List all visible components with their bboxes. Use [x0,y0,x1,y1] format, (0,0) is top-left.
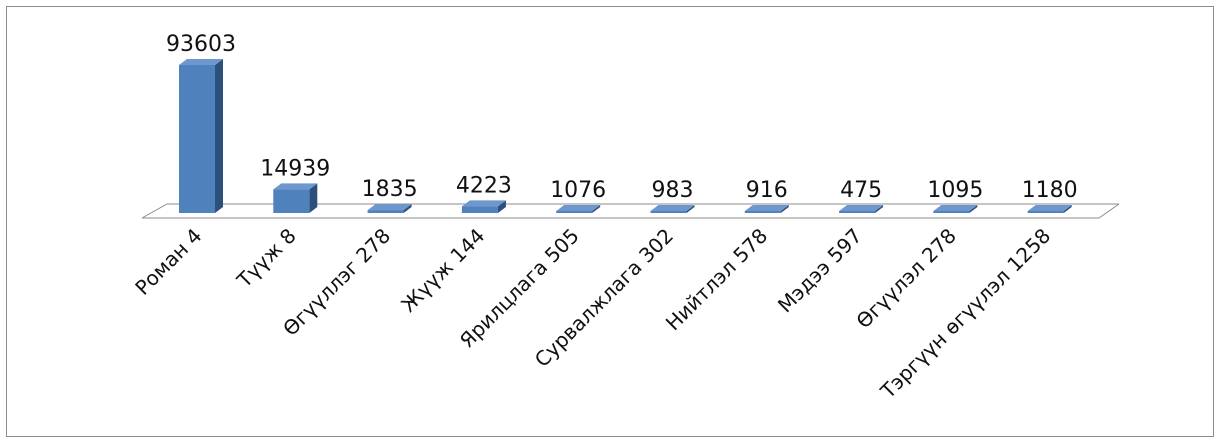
bar-front [1028,211,1064,213]
data-label: 1076 [550,178,606,203]
bar [745,205,789,213]
category-label: Роман 4 [130,224,206,300]
category-label: Түүж 8 [232,224,301,293]
bar-front [556,211,592,213]
bar-front [839,211,875,213]
chart-frame: 93603 14939 1835 4223 1076 983 916 475 1095 1180 … [6,6,1214,437]
bar [273,183,317,213]
bar-side [215,59,223,213]
data-label: 4223 [456,173,512,198]
data-label: 916 [746,178,788,203]
bar-front [462,206,498,213]
category-label: Тэргүүн өгүүлэл 1258 [875,224,1055,404]
data-label: 1095 [927,178,983,203]
bar [462,200,506,213]
bar [651,205,695,213]
bar-front [368,210,404,213]
data-label: 475 [840,178,882,203]
bar-front [745,211,781,213]
bar [933,205,977,213]
bar-front [933,211,969,213]
data-label-group: 93603 14939 1835 4223 1076 983 916 475 1095 1180 [166,32,1078,203]
data-label: 1180 [1022,178,1078,203]
bar [368,204,412,213]
bar-front [651,211,687,213]
category-label: Мэдээ 597 [773,224,867,318]
bar-front [273,189,309,213]
bar [179,59,223,213]
data-label: 1835 [362,177,418,202]
bar [839,205,883,213]
data-label: 14939 [260,156,330,181]
bar [1028,205,1072,213]
data-label: 93603 [166,32,236,57]
bar-front [179,65,215,213]
data-label: 983 [652,178,694,203]
category-label: Жүүж 144 [396,224,489,317]
bar [556,205,600,213]
